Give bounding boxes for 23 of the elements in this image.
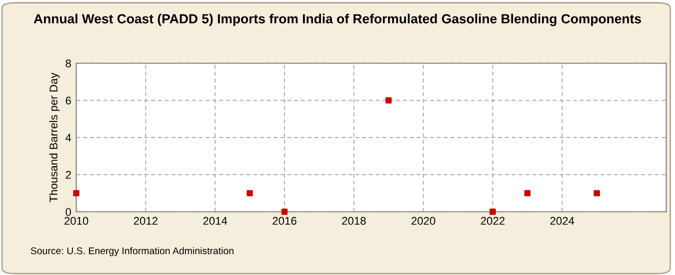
x-tick-label: 2014 xyxy=(203,216,228,225)
x-tick-label: 2022 xyxy=(480,216,505,225)
x-tick-label: 2012 xyxy=(134,216,158,225)
y-tick-label: 8 xyxy=(66,60,71,68)
y-tick-label: 0 xyxy=(66,208,71,216)
point xyxy=(386,97,392,104)
point xyxy=(490,208,496,215)
x-tick-label: 2016 xyxy=(272,216,296,225)
x-tick-label: 2024 xyxy=(550,216,574,225)
source-note: Source: U.S. Energy Information Administration xyxy=(30,247,234,256)
point xyxy=(524,190,531,196)
point xyxy=(281,208,288,215)
chart-title: Annual West Coast (PADD 5) Imports from India of Reformulated Gasoline Blending Components xyxy=(34,14,641,26)
x-tick-label: 2020 xyxy=(412,216,436,225)
x-tick-label: 2018 xyxy=(342,216,366,225)
point xyxy=(246,190,253,196)
x-tick-label: 2010 xyxy=(64,216,88,225)
y-tick-label: 4 xyxy=(65,134,72,142)
point xyxy=(73,190,80,196)
y-tick-label: 2 xyxy=(66,170,71,179)
point xyxy=(594,190,600,196)
y-tick-label: 6 xyxy=(66,96,71,105)
y-axis-title: Thousand Barrels per Day xyxy=(49,72,60,202)
